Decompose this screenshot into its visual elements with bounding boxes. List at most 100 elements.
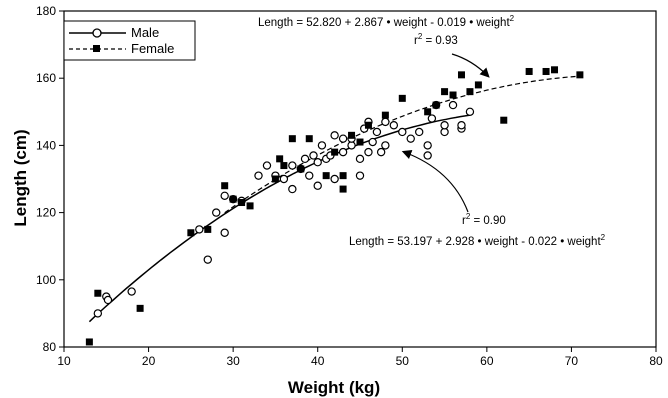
female-r2: r2 = 0.93 [414,32,458,47]
male-point [423,151,432,160]
male-point [313,181,322,190]
y-tick-label: 180 [36,4,56,18]
female-r2-exp: 2 [418,32,423,41]
female-equation-exp: 2 [510,14,515,23]
female-point [576,71,584,79]
female-point [474,81,482,89]
female-point [94,289,102,297]
male-point [127,287,136,296]
female-arrow [451,53,490,78]
female-point [441,88,449,96]
female-point [221,182,229,190]
male-equation-exp: 2 [601,233,606,242]
male-point [338,134,348,143]
male-point [305,171,314,180]
male-point [330,174,339,184]
female-point [276,155,284,163]
x-tick-label: 70 [565,354,579,368]
male-point [288,184,297,194]
legend: Male Female [63,20,196,61]
male-point [364,147,373,157]
male-point [288,161,297,170]
male-point [372,127,382,137]
female-equation-main: Length = 52.820 + 2.867 • weight - 0.019… [258,17,510,29]
female-point [457,71,465,79]
male-point [309,151,318,160]
female-point [398,94,406,102]
y-tick-label: 80 [43,340,57,354]
female-point [424,108,432,116]
female-point [204,225,212,233]
male-point [457,121,466,130]
male-point [220,191,229,200]
male-point [423,141,432,150]
female-point [280,162,288,170]
female-point [136,304,144,312]
y-tick-label: 120 [36,206,56,220]
y-axis-title: Length (cm) [11,129,30,226]
female-point [542,67,550,75]
male-point [415,127,424,137]
male-point [330,131,339,140]
x-tick-label: 60 [480,354,494,368]
male-r2-value: = 0.90 [470,215,506,227]
male-fit-curve [88,114,471,323]
x-axis-title: Weight (kg) [288,378,380,397]
male-point [220,228,229,237]
legend-box [63,20,196,61]
legend-female-label: Female [131,41,174,56]
male-r2: r2 = 0.90 [462,212,506,227]
male-point [317,141,327,150]
male-point [355,154,365,164]
female-point [288,135,296,143]
female-point [339,172,347,180]
female-fit-curve [224,75,580,214]
female-r2-value: = 0.93 [422,35,458,47]
female-point [305,135,313,143]
y-tick-label: 160 [36,71,56,85]
male-point [355,171,365,180]
male-point [300,154,310,164]
male-point [398,127,407,137]
y-tick-label: 100 [36,273,56,287]
x-axis: 10 20 30 40 50 60 70 80 [57,347,663,368]
x-tick-label: 30 [226,354,240,368]
male-point [254,171,263,180]
male-point [203,255,212,264]
female-point [466,88,474,96]
female-equation: Length = 52.820 + 2.867 • weight - 0.019… [258,14,515,29]
female-point [331,148,339,156]
female-point [500,116,508,124]
male-point [440,121,449,130]
male-r2-exp: 2 [466,212,471,221]
male-point [381,141,390,150]
male-equation: Length = 53.197 + 2.928 • weight - 0.022… [349,233,606,248]
male-point [103,295,113,305]
male-point [440,127,449,137]
male-point [448,100,458,110]
female-point [271,175,279,183]
x-tick-label: 20 [142,354,156,368]
plot-border [63,10,657,348]
male-equation-main: Length = 53.197 + 2.928 • weight - 0.022… [349,236,601,248]
legend-male-marker [92,28,102,38]
female-point [229,195,237,203]
fit-curves [88,75,580,323]
male-point [368,137,377,147]
male-point [376,147,386,157]
female-point [85,338,93,346]
female-point [432,101,440,109]
female-point [187,229,195,237]
female-point [381,111,389,119]
male-arrow [401,150,469,213]
male-point [212,208,221,217]
male-point [195,225,204,234]
male-point [262,161,272,170]
x-tick-label: 80 [649,354,663,368]
female-point [297,165,305,173]
male-point [338,147,348,157]
male-point [406,134,415,143]
female-point [525,67,533,75]
male-point [279,174,289,184]
